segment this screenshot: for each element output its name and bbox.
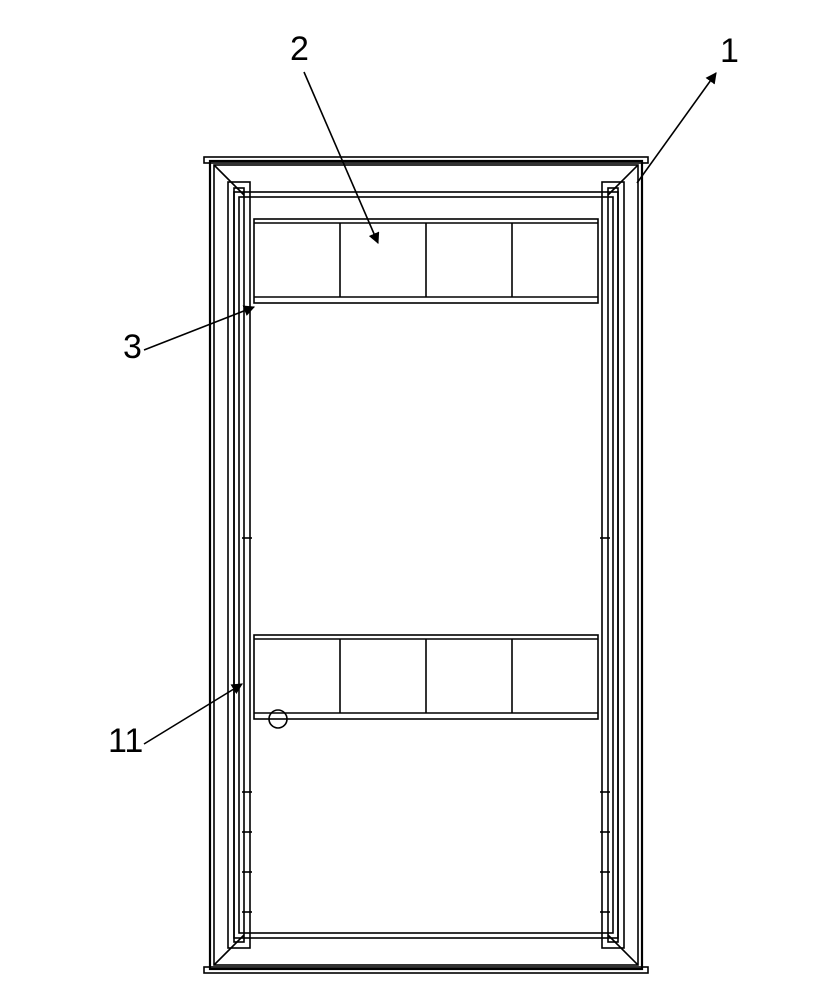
leader-3 <box>144 307 254 350</box>
label-2: 2 <box>290 30 309 68</box>
leader-1 <box>637 73 716 183</box>
opening-inner <box>239 197 613 933</box>
label-11: 11 <box>108 722 143 760</box>
miter-tr <box>608 165 638 195</box>
label-1: 1 <box>720 32 739 70</box>
miter-tl <box>214 165 244 195</box>
miter-br <box>608 935 638 965</box>
opening-outer <box>234 192 618 938</box>
miter-bl <box>214 935 244 965</box>
label-3: 3 <box>123 328 142 366</box>
technical-drawing: 2 1 3 11 <box>0 0 826 1000</box>
